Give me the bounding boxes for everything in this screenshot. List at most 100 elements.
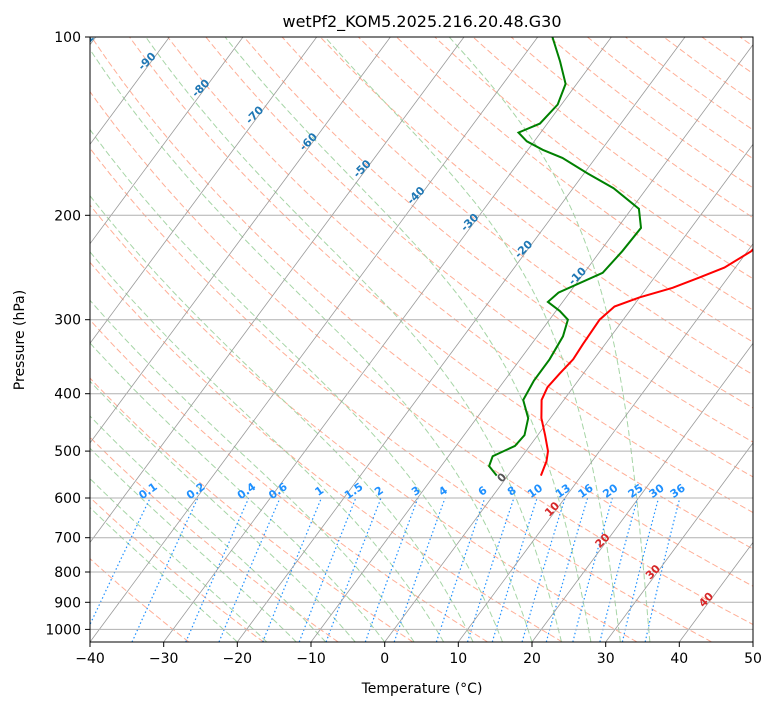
background-lines (90, 37, 753, 642)
dry-adiabat (90, 261, 563, 642)
mixing-ratio-line (521, 497, 566, 642)
dry-adiabat (90, 377, 414, 642)
dry-adiabat (90, 90, 753, 626)
mixing-ratio-line (599, 497, 639, 642)
y-tick-label: 700 (54, 531, 81, 547)
dry-adiabat (663, 37, 753, 103)
dry-adiabat (90, 204, 638, 642)
x-tick-label: 40 (670, 651, 688, 667)
dry-adiabat (434, 37, 753, 280)
dry-adiabat (243, 37, 753, 443)
dry-adiabat (90, 147, 712, 642)
isotherm (531, 342, 753, 642)
temperature-line (539, 247, 753, 476)
mixing-ratio-label: 0.2 (184, 480, 207, 502)
moist-adiabat (90, 447, 297, 642)
y-tick-label: 1000 (45, 622, 81, 638)
mixing-ratio-line (466, 497, 515, 642)
y-tick-label: 600 (54, 491, 81, 507)
isotherm-label: -70 (243, 103, 266, 126)
isotherm (752, 641, 753, 642)
x-tick-label: −10 (296, 651, 326, 667)
mixing-ratio-line (435, 497, 486, 642)
mixing-ratio-line (262, 497, 322, 642)
isotherm (163, 37, 612, 642)
mixing-ratio-label: 0.1 (136, 480, 159, 502)
isotherm (90, 37, 170, 145)
dry-adiabat (90, 558, 190, 642)
y-tick-label: 100 (54, 30, 81, 46)
mixing-ratio-line (90, 497, 151, 626)
isotherm (90, 37, 465, 544)
mixing-ratio-line (185, 497, 250, 642)
isotherm (90, 37, 318, 345)
isotherm (605, 442, 753, 642)
moist-adiabat (90, 48, 533, 642)
mixing-ratio-line (393, 497, 446, 642)
mixing-ratio-line (364, 497, 419, 642)
isotherm-label: 20 (593, 530, 613, 550)
mixing-ratio-label: 0.4 (235, 480, 259, 502)
plot-frame (89, 36, 754, 643)
mixing-ratio-label: 6 (476, 483, 490, 498)
isotherm-label: -90 (135, 50, 158, 73)
mixing-ratio-line (298, 497, 357, 642)
mixing-ratio-line (325, 497, 382, 642)
mixing-ratio-line (218, 497, 281, 642)
mixing-ratio-line (621, 497, 660, 642)
moist-adiabat (90, 342, 386, 642)
x-tick-label: −40 (75, 651, 105, 667)
isotherm (678, 541, 753, 642)
dry-adiabat (358, 37, 753, 343)
mixing-ratio-line (491, 497, 538, 642)
mixing-ratio-label: 3 (409, 484, 423, 499)
isotherm-label: -60 (297, 130, 320, 153)
x-tick-label: −30 (149, 651, 179, 667)
isotherm-label: -20 (512, 237, 535, 260)
isotherm-label: -30 (458, 211, 481, 234)
y-tick-label: 300 (54, 313, 81, 329)
mixing-ratio-label: 1 (313, 484, 327, 499)
profile-lines (487, 37, 753, 477)
dry-adiabat (90, 496, 264, 642)
moist-adiabat (448, 37, 651, 642)
dry-adiabat (281, 37, 753, 409)
y-tick-label: 800 (54, 565, 81, 581)
moist-adiabat (90, 194, 474, 642)
x-tick-label: −20 (223, 651, 253, 667)
isotherm (90, 37, 244, 245)
dry-adiabat (739, 37, 753, 47)
x-tick-label: 50 (744, 651, 762, 667)
moist-adiabat (324, 37, 621, 642)
x-tick-label: 0 (380, 651, 389, 667)
isotherm (384, 143, 753, 642)
x-tick-label: 30 (597, 651, 615, 667)
moist-adiabat (90, 251, 445, 642)
mixing-ratio-line (131, 497, 199, 642)
moist-adiabat (90, 477, 268, 642)
mixing-ratio-labels: 0.1 0.2 0.4 0.6 1 1.5 2 3 4 6 8 10 13 16 20 25 30 36 (136, 480, 688, 502)
isotherm-label: -100 (79, 20, 108, 49)
isotherm-label: -80 (189, 76, 212, 99)
mixing-ratio-label: 2 (372, 484, 386, 499)
y-axis-label: Pressure (hPa) (12, 290, 28, 390)
dry-adiabat (548, 37, 753, 189)
isotherm (310, 44, 753, 642)
isotherm-label: 40 (696, 590, 716, 610)
y-tick-label: 500 (54, 444, 81, 460)
moist-adiabat (90, 415, 327, 642)
chart-title: wetPf2_KOM5.2025.216.20.48.G30 (282, 12, 561, 32)
isotherm (90, 37, 391, 444)
isotherm (90, 37, 539, 642)
mixing-ratio-line (572, 497, 613, 642)
isotherm (457, 243, 753, 642)
x-axis-ticks: −40 −30 −20 −10 0 10 20 30 40 50 (75, 642, 762, 667)
y-tick-label: 200 (54, 208, 81, 224)
x-axis-label: Temperature (°C) (361, 681, 483, 697)
mixing-ratio-line (545, 497, 589, 642)
isotherm-label: -40 (404, 184, 427, 207)
dry-adiabat (510, 37, 753, 219)
moist-adiabat (145, 37, 562, 642)
isotherm-label: 10 (542, 499, 562, 519)
